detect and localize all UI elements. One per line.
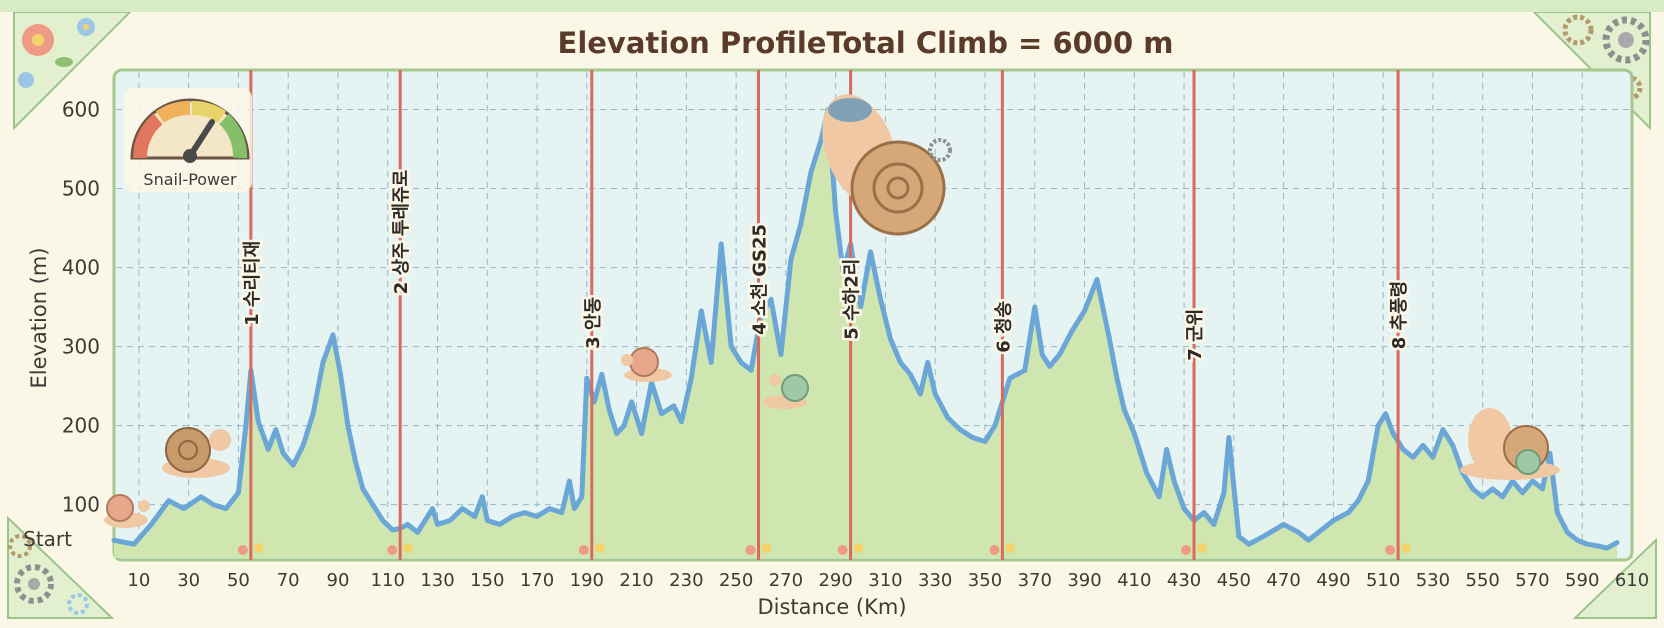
x-tick-label: 370 xyxy=(1018,570,1052,591)
x-tick-label: 550 xyxy=(1466,570,1500,591)
x-tick-label: 150 xyxy=(470,570,504,591)
checkpoint-label: 3 안동 xyxy=(583,297,604,349)
y-tick-label: 600 xyxy=(62,98,100,122)
snail-power-gauge: Snail-Power xyxy=(124,88,252,192)
flower-icon xyxy=(578,545,589,555)
flower-icon xyxy=(387,545,398,555)
checkpoint-label: 6 청송 xyxy=(993,301,1014,353)
checkpoint-label: 7 군위 xyxy=(1185,309,1206,361)
checkpoint-label: 8 추풍령 xyxy=(1389,281,1410,349)
chart-subtitle: Total Climb = 6000 m xyxy=(827,26,1174,60)
x-tick-label: 510 xyxy=(1366,570,1400,591)
top-band xyxy=(0,0,1664,12)
corner-gears-bottom-left xyxy=(7,515,115,619)
checkpoint-label: 5 수하2리 xyxy=(842,259,863,340)
snail-icon xyxy=(1460,408,1560,480)
x-tick-label: 290 xyxy=(818,570,852,591)
snail-icon xyxy=(104,494,150,528)
flower-icon xyxy=(1385,545,1396,555)
x-tick-label: 230 xyxy=(669,570,703,591)
y-tick-label: 100 xyxy=(62,493,100,517)
x-axis-label: Distance (Km) xyxy=(757,595,906,619)
y-start-label: Start xyxy=(23,527,72,551)
flower-icon xyxy=(1181,545,1192,555)
x-tick-label: 410 xyxy=(1117,570,1151,591)
x-tick-label: 30 xyxy=(177,570,200,591)
x-tick-label: 70 xyxy=(277,570,300,591)
x-tick-label: 390 xyxy=(1067,570,1101,591)
gauge-label: Snail-Power xyxy=(143,170,237,189)
flower-icon xyxy=(1401,543,1412,553)
corner-leaf-bottom-right xyxy=(1572,537,1657,619)
x-tick-label: 330 xyxy=(918,570,952,591)
y-tick-label: 200 xyxy=(62,414,100,438)
checkpoint-label: 2 상주 투레쥬로 xyxy=(391,170,412,294)
y-tick-label: 500 xyxy=(62,177,100,201)
checkpoint-markers: 1 수리티재 2 상주 투레쥬로 3 안동 4 소천 GS25 5 수하2리 6 청송 7 … xyxy=(237,70,1413,560)
x-tick-label: 590 xyxy=(1565,570,1599,591)
snail-icon xyxy=(763,374,809,409)
flower-icon xyxy=(745,545,756,555)
flower-icon xyxy=(989,545,1000,555)
x-tick-label: 490 xyxy=(1316,570,1350,591)
snail-icon xyxy=(822,94,952,236)
y-axis-ticks: 100 200 300 400 500 600 xyxy=(62,98,100,517)
chart-title: Elevation Profile xyxy=(558,26,827,60)
x-tick-label: 270 xyxy=(769,570,803,591)
x-tick-label: 190 xyxy=(570,570,604,591)
flower-icon xyxy=(837,545,848,555)
y-tick-label: 400 xyxy=(62,256,100,280)
x-tick-label: 90 xyxy=(327,570,350,591)
x-tick-label: 530 xyxy=(1416,570,1450,591)
x-tick-label: 210 xyxy=(619,570,653,591)
y-tick-label: 300 xyxy=(62,335,100,359)
y-axis-label: Elevation (m) xyxy=(27,247,51,388)
flower-icon xyxy=(594,543,605,553)
x-tick-label: 430 xyxy=(1167,570,1201,591)
snail-icon xyxy=(162,427,231,478)
x-tick-label: 470 xyxy=(1266,570,1300,591)
flower-icon xyxy=(853,543,864,553)
checkpoint-label: 1 수리티재 xyxy=(242,241,263,326)
x-tick-label: 250 xyxy=(719,570,753,591)
x-tick-label: 130 xyxy=(420,570,454,591)
x-axis-ticks: 10 30 50 70 90 110 130 150 170 190 210 230 250 270 290… xyxy=(127,570,1649,591)
x-tick-label: 450 xyxy=(1217,570,1251,591)
x-tick-label: 570 xyxy=(1515,570,1549,591)
x-tick-label: 110 xyxy=(371,570,405,591)
flower-icon xyxy=(18,18,95,88)
x-tick-label: 50 xyxy=(227,570,250,591)
flower-icon xyxy=(403,543,414,553)
x-tick-label: 610 xyxy=(1615,570,1649,591)
checkpoint-label: 4 소천 GS25 xyxy=(750,224,771,335)
x-tick-label: 170 xyxy=(520,570,554,591)
x-tick-label: 350 xyxy=(968,570,1002,591)
x-tick-label: 10 xyxy=(127,570,150,591)
flower-icon xyxy=(1005,543,1016,553)
elevation-fill xyxy=(114,109,1618,558)
x-tick-label: 310 xyxy=(868,570,902,591)
flower-icon xyxy=(237,545,248,555)
flower-icon xyxy=(1197,543,1208,553)
flower-icon xyxy=(253,543,264,553)
flower-icon xyxy=(761,543,772,553)
snail-icon xyxy=(621,347,672,382)
